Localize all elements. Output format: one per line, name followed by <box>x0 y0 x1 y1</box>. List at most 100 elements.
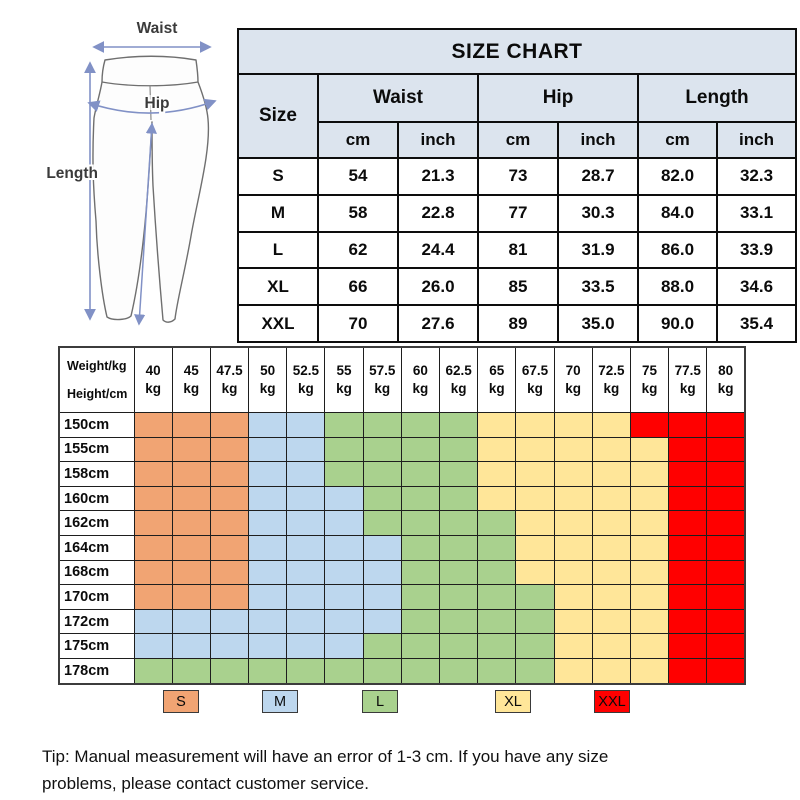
matrix-cell-xxx <box>706 657 746 685</box>
legend-label: XXL <box>598 693 626 710</box>
measurement-cell: 33.9 <box>716 230 797 270</box>
legend-label: XL <box>504 693 522 710</box>
matrix-cell-s <box>171 534 211 561</box>
matrix-cell-xl <box>515 436 555 463</box>
matrix-cell-xl <box>629 608 670 635</box>
height-label-cell: 164cm <box>58 534 135 561</box>
matrix-cell-xxl <box>668 608 708 635</box>
measurement-cell: 21.3 <box>397 157 479 196</box>
matrix-cell-m <box>286 608 326 635</box>
measurement-cell: 24.4 <box>397 230 479 270</box>
matrix-cell-l <box>324 436 364 463</box>
matrix-cell-s <box>133 510 173 536</box>
matrix-cell-xl <box>591 412 631 438</box>
matrix-cell-l <box>438 461 479 487</box>
matrix-cell-xl <box>553 461 593 487</box>
matrix-cell-xxl <box>668 657 708 685</box>
matrix-cell-m <box>248 608 288 635</box>
matrix-cell-xl <box>591 633 631 659</box>
matrix-cell-m <box>286 559 326 586</box>
matrix-cell-l <box>400 534 441 561</box>
matrix-cell-xl <box>629 534 670 561</box>
matrix-cell-xl <box>591 461 631 487</box>
weight-header-cell: 50 kg <box>248 346 288 413</box>
matrix-cell-m <box>248 633 288 659</box>
matrix-cell-xl <box>515 412 555 438</box>
matrix-cell-l <box>477 633 517 659</box>
measurement-cell: 54 <box>317 157 399 196</box>
unit-header: inch <box>716 121 797 159</box>
height-label-cell: 150cm <box>58 412 135 438</box>
height-label-cell: 178cm <box>58 657 135 685</box>
measurement-cell: 84.0 <box>637 193 718 233</box>
legend-label: M <box>273 693 287 710</box>
weight-header-cell: 77.5 kg <box>668 346 708 413</box>
matrix-cell-xxl <box>668 485 708 512</box>
matrix-cell-xl <box>591 584 631 610</box>
weight-header-cell: 47.5 kg <box>209 346 250 413</box>
matrix-cell-xl <box>477 485 517 512</box>
matrix-cell-m <box>324 584 364 610</box>
matrix-cell-xl <box>553 657 593 685</box>
measurement-cell: 33.5 <box>557 267 639 307</box>
matrix-cell-l <box>438 608 479 635</box>
unit-header: inch <box>397 121 479 159</box>
matrix-cell-xl <box>629 559 670 586</box>
matrix-cell-xxl <box>706 461 746 487</box>
matrix-cell-m <box>362 584 402 610</box>
matrix-cell-xl <box>629 657 670 685</box>
matrix-cell-l <box>438 559 479 586</box>
matrix-cell-l <box>438 633 479 659</box>
matrix-cell-l <box>477 657 517 685</box>
measurement-cell: 90.0 <box>637 304 718 343</box>
size-name-cell: L <box>237 230 319 270</box>
matrix-row: 155cm <box>58 436 746 463</box>
weight-header-cell: 65 kg <box>477 346 517 413</box>
matrix-cell-xl <box>629 461 670 487</box>
matrix-cell-xl <box>477 436 517 463</box>
matrix-cell-l <box>400 608 441 635</box>
size-column-header: Size <box>237 73 319 159</box>
matrix-cell-m <box>324 485 364 512</box>
matrix-cell-m <box>171 633 211 659</box>
size-chart-body: S 54 21.3 73 28.7 82.0 32.3 M 58 22.8 77 30.3 84.0 33… <box>237 157 797 343</box>
matrix-cell-l <box>400 584 441 610</box>
matrix-cell-xl <box>591 559 631 586</box>
height-label-cell: 160cm <box>58 485 135 512</box>
size-name-cell: S <box>237 157 319 196</box>
matrix-cell-l <box>438 534 479 561</box>
matrix-cell-m <box>248 584 288 610</box>
size-legend: S M L XL XXL <box>0 690 800 713</box>
matrix-cell-l <box>477 534 517 561</box>
matrix-cell-xxl <box>668 534 708 561</box>
matrix-cell-xl <box>477 461 517 487</box>
matrix-cell-m <box>324 633 364 659</box>
matrix-cell-xl <box>553 584 593 610</box>
matrix-cell-s <box>171 584 211 610</box>
matrix-cell-xl <box>553 412 593 438</box>
matrix-cell-s <box>133 412 173 438</box>
size-name-cell: XL <box>237 267 319 307</box>
matrix-cell-m <box>209 608 250 635</box>
matrix-cell-l <box>400 485 441 512</box>
matrix-cell-l <box>324 412 364 438</box>
matrix-cell-xxl <box>706 510 746 536</box>
matrix-cell-xl <box>553 436 593 463</box>
matrix-cell-xl <box>515 510 555 536</box>
height-label-cell: 162cm <box>58 510 135 536</box>
matrix-cell-m <box>171 608 211 635</box>
weight-header-cell: 80 kg <box>706 346 746 413</box>
matrix-cell-m <box>362 559 402 586</box>
matrix-cell-s <box>133 461 173 487</box>
weight-header-cell: 67.5 kg <box>515 346 555 413</box>
weight-header-cell: 72.5 kg <box>591 346 631 413</box>
matrix-corner-cell: Weight/kg Height/cm <box>58 346 135 413</box>
legend-box-m: M <box>262 690 298 713</box>
matrix-row: 162cm <box>58 510 746 536</box>
matrix-cell-l <box>362 510 402 536</box>
size-matrix-table: Weight/kg Height/cm 40 kg 45 kg 47.5 kg 50 kg 52… <box>58 346 746 685</box>
measurement-cell: 22.8 <box>397 193 479 233</box>
matrix-cell-m <box>248 436 288 463</box>
measurement-cell: 28.7 <box>557 157 639 196</box>
